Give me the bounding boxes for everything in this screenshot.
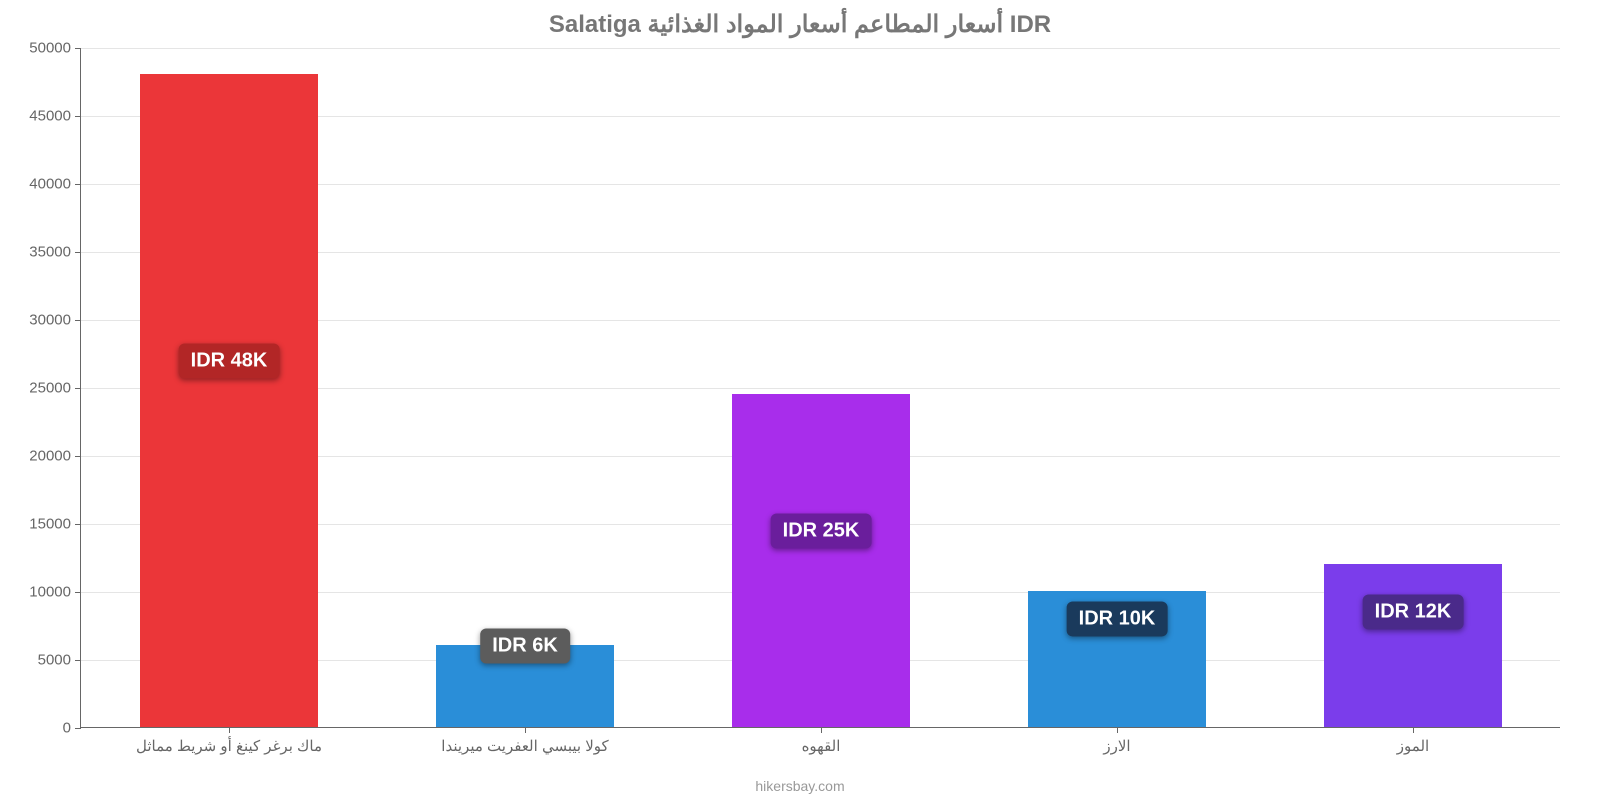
- ytick-label: 40000: [29, 176, 81, 193]
- ytick-label: 35000: [29, 244, 81, 261]
- xtick-label: الارز: [1103, 727, 1130, 755]
- ytick-label: 30000: [29, 312, 81, 329]
- bar-value-label: IDR 10K: [1067, 602, 1168, 637]
- xtick-label: كولا بيبسي العفريت ميريندا: [441, 727, 608, 755]
- chart-area: 0500010000150002000025000300003500040000…: [80, 48, 1560, 728]
- bar-value-label: IDR 6K: [480, 629, 570, 664]
- ytick-label: 50000: [29, 40, 81, 57]
- chart-title: IDR أسعار المطاعم أسعار المواد الغذائية …: [0, 0, 1600, 39]
- ytick-label: 20000: [29, 448, 81, 465]
- xtick-label: الموز: [1397, 727, 1429, 755]
- bar-value-label: IDR 25K: [771, 513, 872, 548]
- bar: [140, 74, 318, 727]
- ytick-label: 10000: [29, 584, 81, 601]
- bar: [1324, 564, 1502, 727]
- bar-value-label: IDR 48K: [179, 343, 280, 378]
- ytick-label: 45000: [29, 108, 81, 125]
- plot-area: 0500010000150002000025000300003500040000…: [80, 48, 1560, 728]
- xtick-label: القهوه: [802, 727, 841, 755]
- ytick-label: 5000: [38, 652, 81, 669]
- attribution-text: hikersbay.com: [0, 778, 1600, 794]
- ytick-label: 25000: [29, 380, 81, 397]
- bar: [732, 394, 910, 727]
- ytick-label: 15000: [29, 516, 81, 533]
- gridline: [81, 48, 1560, 49]
- xtick-label: ماك برغر كينغ أو شريط مماثل: [136, 727, 322, 755]
- ytick-label: 0: [63, 720, 81, 737]
- bar-value-label: IDR 12K: [1363, 595, 1464, 630]
